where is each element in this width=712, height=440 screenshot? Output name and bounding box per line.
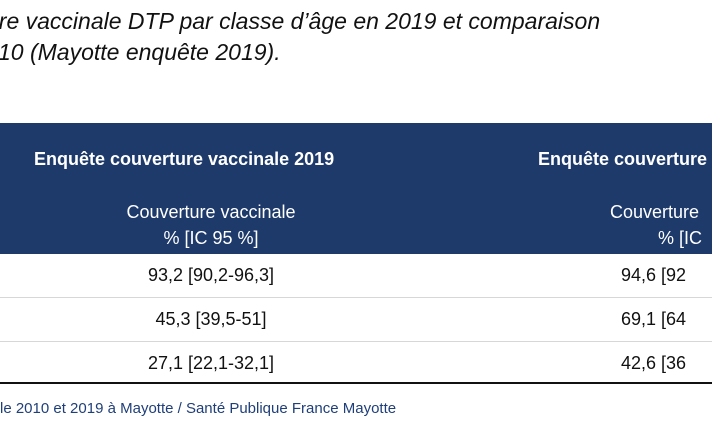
- table-bottom-rule: [0, 382, 712, 384]
- cell-col1: 45,3 [39,5-51]: [155, 309, 267, 329]
- coverage-table: Enquête couverture vaccinale 2019 Enquêt…: [0, 123, 712, 385]
- cell-col1: 93,2 [90,2-96,3]: [147, 265, 275, 285]
- col1-subheader-line-1: Couverture vaccinale: [126, 202, 296, 222]
- title-line-1: ure vaccinale DTP par classe d’âge en 20…: [0, 8, 601, 34]
- table-row: 93,2 [90,2-96,3] 94,6 [92: [0, 254, 712, 298]
- figure-title: ure vaccinale DTP par classe d’âge en 20…: [0, 6, 712, 68]
- table-row: 27,1 [22,1-32,1] 42,6 [36: [0, 342, 712, 385]
- cell-col2: 42,6 [36: [621, 353, 687, 373]
- col2-subheader-line-1: Couverture: [610, 202, 700, 222]
- col2-header: Enquête couverture: [538, 149, 708, 169]
- cell-col2: 94,6 [92: [621, 265, 687, 285]
- col1-header: Enquête couverture vaccinale 2019: [34, 149, 335, 169]
- col1-subheader: Couverture vaccinale % [IC 95 %]: [106, 199, 316, 251]
- cell-col2: 69,1 [64: [621, 309, 687, 329]
- title-line-2: 10 (Mayotte enquête 2019).: [0, 39, 281, 65]
- table-header: Enquête couverture vaccinale 2019 Enquêt…: [0, 123, 712, 254]
- col2-subheader: Couverture % [IC: [610, 199, 712, 251]
- source-note: le 2010 et 2019 à Mayotte / Santé Publiq…: [0, 400, 397, 417]
- col2-subheader-line-2: % [IC: [658, 228, 703, 248]
- cell-col1: 27,1 [22,1-32,1]: [147, 353, 275, 373]
- table-row: 45,3 [39,5-51] 69,1 [64: [0, 298, 712, 342]
- col1-subheader-line-2: % [IC 95 %]: [163, 228, 259, 248]
